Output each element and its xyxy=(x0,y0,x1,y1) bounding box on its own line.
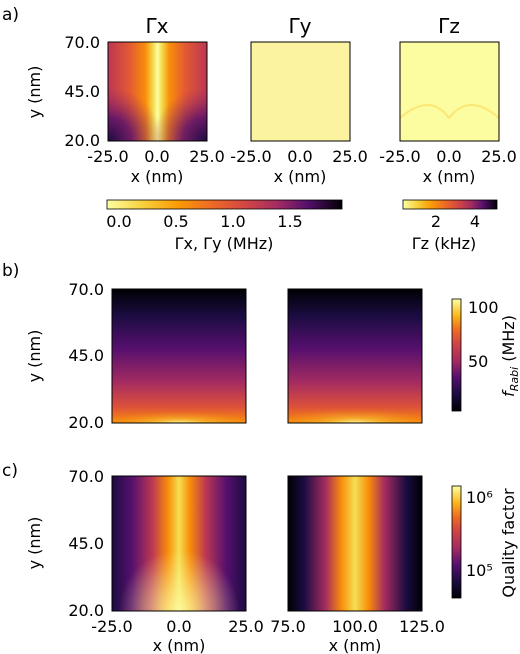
cb-quality-label: Quality factor xyxy=(499,488,518,598)
heatmap-rabi-right-edge xyxy=(288,399,422,423)
ytick-b-20: 20.0 xyxy=(68,413,104,432)
xtick-gz-right: 25.0 xyxy=(481,147,517,166)
cb-quality-tick-1e6: 10⁶ xyxy=(466,488,493,507)
heatmap-gamma-x-frame xyxy=(107,41,208,142)
heatmap-gamma-y: Γy -25.0 0.0 25.0 x (nm) xyxy=(230,14,368,186)
cb-gz-label: Γz (kHz) xyxy=(412,234,477,253)
cb-rabi-label: fRabi (MHz) xyxy=(499,315,520,397)
heatmap-rabi-left: 70.0 45.0 20.0 y (nm) xyxy=(25,280,247,432)
heatmap-gamma-y-title: Γy xyxy=(289,14,312,38)
xtick-gx-left: -25.0 xyxy=(87,147,128,166)
ytick-a-70: 70.0 xyxy=(64,33,100,52)
heatmap-rabi-left-edge xyxy=(112,403,246,423)
colorbar-gamma-xy: 0.0 0.5 1.0 1.5 Γx, Γy (MHz) xyxy=(106,199,343,253)
xlabel-gx: x (nm) xyxy=(131,167,184,186)
xtick-gz-left: -25.0 xyxy=(379,147,420,166)
xtick-gx-mid: 0.0 xyxy=(144,147,169,166)
heatmap-quality-left: 70.0 45.0 20.0 y (nm) -25.0 0.0 25.0 x (… xyxy=(25,467,264,654)
heatmap-quality-left-frame xyxy=(111,475,247,612)
cb-gz-tick-1: 4 xyxy=(470,212,480,231)
xtick-gx-right: 25.0 xyxy=(189,147,225,166)
cb-gxy-tick-0: 0.0 xyxy=(106,212,131,231)
xlabel-cl: x (nm) xyxy=(153,636,206,654)
heatmap-rabi-left-field xyxy=(112,289,246,423)
cb-gxy-tick-1: 0.5 xyxy=(163,212,188,231)
heatmap-gamma-x-title: Γx xyxy=(146,14,169,38)
cb-gxy-tick-3: 1.5 xyxy=(277,212,302,231)
xtick-gz-mid: 0.0 xyxy=(436,147,461,166)
xtick-gy-mid: 0.0 xyxy=(287,147,312,166)
heatmap-gamma-y-frame xyxy=(250,41,351,142)
heatmap-quality-right-frame xyxy=(287,475,423,612)
colorbar-rabi-gradient xyxy=(451,298,462,412)
cb-rabi-tick-100: 100 xyxy=(468,298,499,317)
xtick-cr-left: 75.0 xyxy=(270,617,306,636)
xlabel-gz: x (nm) xyxy=(423,167,476,186)
colorbar-quality-gradient xyxy=(451,485,462,599)
ytick-b-45: 45.0 xyxy=(68,346,104,365)
xtick-gy-right: 25.0 xyxy=(332,147,368,166)
ytick-a-45: 45.0 xyxy=(64,82,100,101)
heatmap-rabi-right-frame xyxy=(287,288,423,424)
heatmap-quality-left-glow xyxy=(112,476,246,611)
cb-rabi-tick-50: 50 xyxy=(468,352,488,371)
ytick-c-45: 45.0 xyxy=(68,534,104,553)
heatmap-rabi-left-frame xyxy=(111,288,247,424)
colorbar-quality: 10⁶ 10⁵ Quality factor xyxy=(451,485,518,599)
panel-label-c: c) xyxy=(2,461,18,481)
ytick-c-70: 70.0 xyxy=(68,467,104,486)
xlabel-gy: x (nm) xyxy=(274,167,327,186)
panel-label-a: a) xyxy=(2,5,19,25)
xtick-gy-left: -25.0 xyxy=(230,147,271,166)
cb-gxy-label: Γx, Γy (MHz) xyxy=(175,234,274,253)
heatmap-gamma-z-frame xyxy=(399,41,500,142)
xtick-cl-left: -25.0 xyxy=(91,617,132,636)
heatmap-gamma-x-corner-right xyxy=(108,42,207,141)
ylabel-c: y (nm) xyxy=(25,517,44,570)
ytick-a-20: 20.0 xyxy=(64,131,100,150)
colorbar-gamma-z: 2 4 Γz (kHz) xyxy=(402,199,498,253)
heatmap-gamma-y-field xyxy=(251,42,350,141)
ylabel-b: y (nm) xyxy=(25,330,44,383)
heatmap-gamma-z-ripple xyxy=(400,104,499,120)
heatmap-gamma-z: Γz -25.0 0.0 25.0 x (nm) xyxy=(379,14,517,186)
colorbar-rabi: 100 50 fRabi (MHz) xyxy=(451,298,520,412)
xtick-cr-mid: 100.0 xyxy=(332,617,378,636)
ytick-c-20: 20.0 xyxy=(68,601,104,620)
xtick-cl-right: 25.0 xyxy=(228,617,264,636)
panel-label-b: b) xyxy=(2,261,19,281)
xlabel-cr: x (nm) xyxy=(329,636,382,654)
ytick-b-70: 70.0 xyxy=(68,280,104,299)
heatmap-rabi-right xyxy=(287,288,423,424)
cb-gxy-tick-2: 1.0 xyxy=(220,212,245,231)
cb-quality-tick-1e5: 10⁵ xyxy=(466,561,493,580)
heatmap-quality-right: 75.0 100.0 125.0 x (nm) xyxy=(270,475,445,654)
ylabel-a: y (nm) xyxy=(25,66,44,119)
xtick-cr-right: 125.0 xyxy=(399,617,445,636)
heatmap-quality-right-field xyxy=(288,476,422,611)
heatmap-gamma-z-title: Γz xyxy=(438,14,460,38)
heatmap-gamma-x: Γx 70.0 45.0 20.0 y (nm) -25.0 0.0 25.0 … xyxy=(25,14,225,186)
colorbar-gamma-xy-gradient xyxy=(106,199,343,210)
colorbar-gamma-z-gradient xyxy=(402,199,498,210)
cb-gz-tick-0: 2 xyxy=(431,212,441,231)
xtick-cl-mid: 0.0 xyxy=(166,617,191,636)
